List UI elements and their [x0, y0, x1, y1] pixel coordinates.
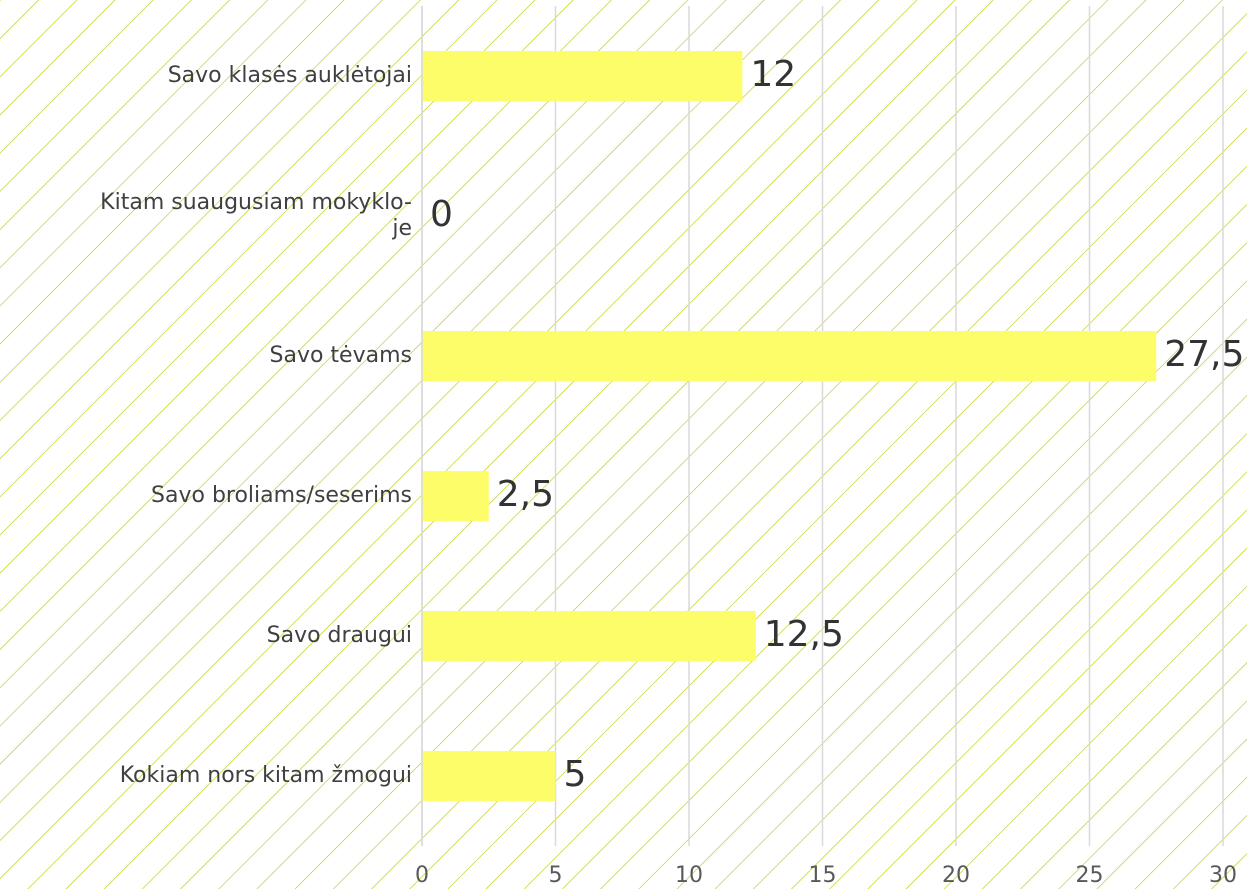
data-label: 27,5: [1164, 334, 1244, 375]
x-tick-label: 30: [1209, 863, 1237, 888]
x-tick-label: 0: [415, 863, 429, 888]
y-tick-label: Savo klasės auklėtojai: [168, 63, 412, 88]
x-tick-label: 15: [809, 863, 837, 888]
x-tick-label: 10: [675, 863, 703, 888]
x-tick-label: 5: [549, 863, 563, 888]
data-label: 12,5: [764, 614, 844, 655]
data-label: 5: [564, 754, 587, 795]
data-label: 0: [430, 194, 453, 235]
x-tick-label: 20: [942, 863, 970, 888]
y-tick-label: Savo draugui: [267, 623, 412, 648]
bar: [422, 751, 556, 801]
bar: [422, 471, 489, 521]
y-tick-label: Kokiam nors kitam žmogui: [120, 763, 412, 788]
bar: [422, 51, 743, 101]
y-tick-label: Savo tėvams: [270, 343, 412, 368]
bar: [422, 331, 1157, 381]
x-tick-label: 25: [1076, 863, 1104, 888]
y-tick-label: Savo broliams/seserims: [151, 483, 412, 508]
data-label: 2,5: [497, 474, 554, 515]
data-label: 12: [750, 54, 796, 95]
bar: [422, 611, 756, 661]
y-tick-label: Kitam suaugusiam mokyklo-je: [100, 190, 412, 241]
